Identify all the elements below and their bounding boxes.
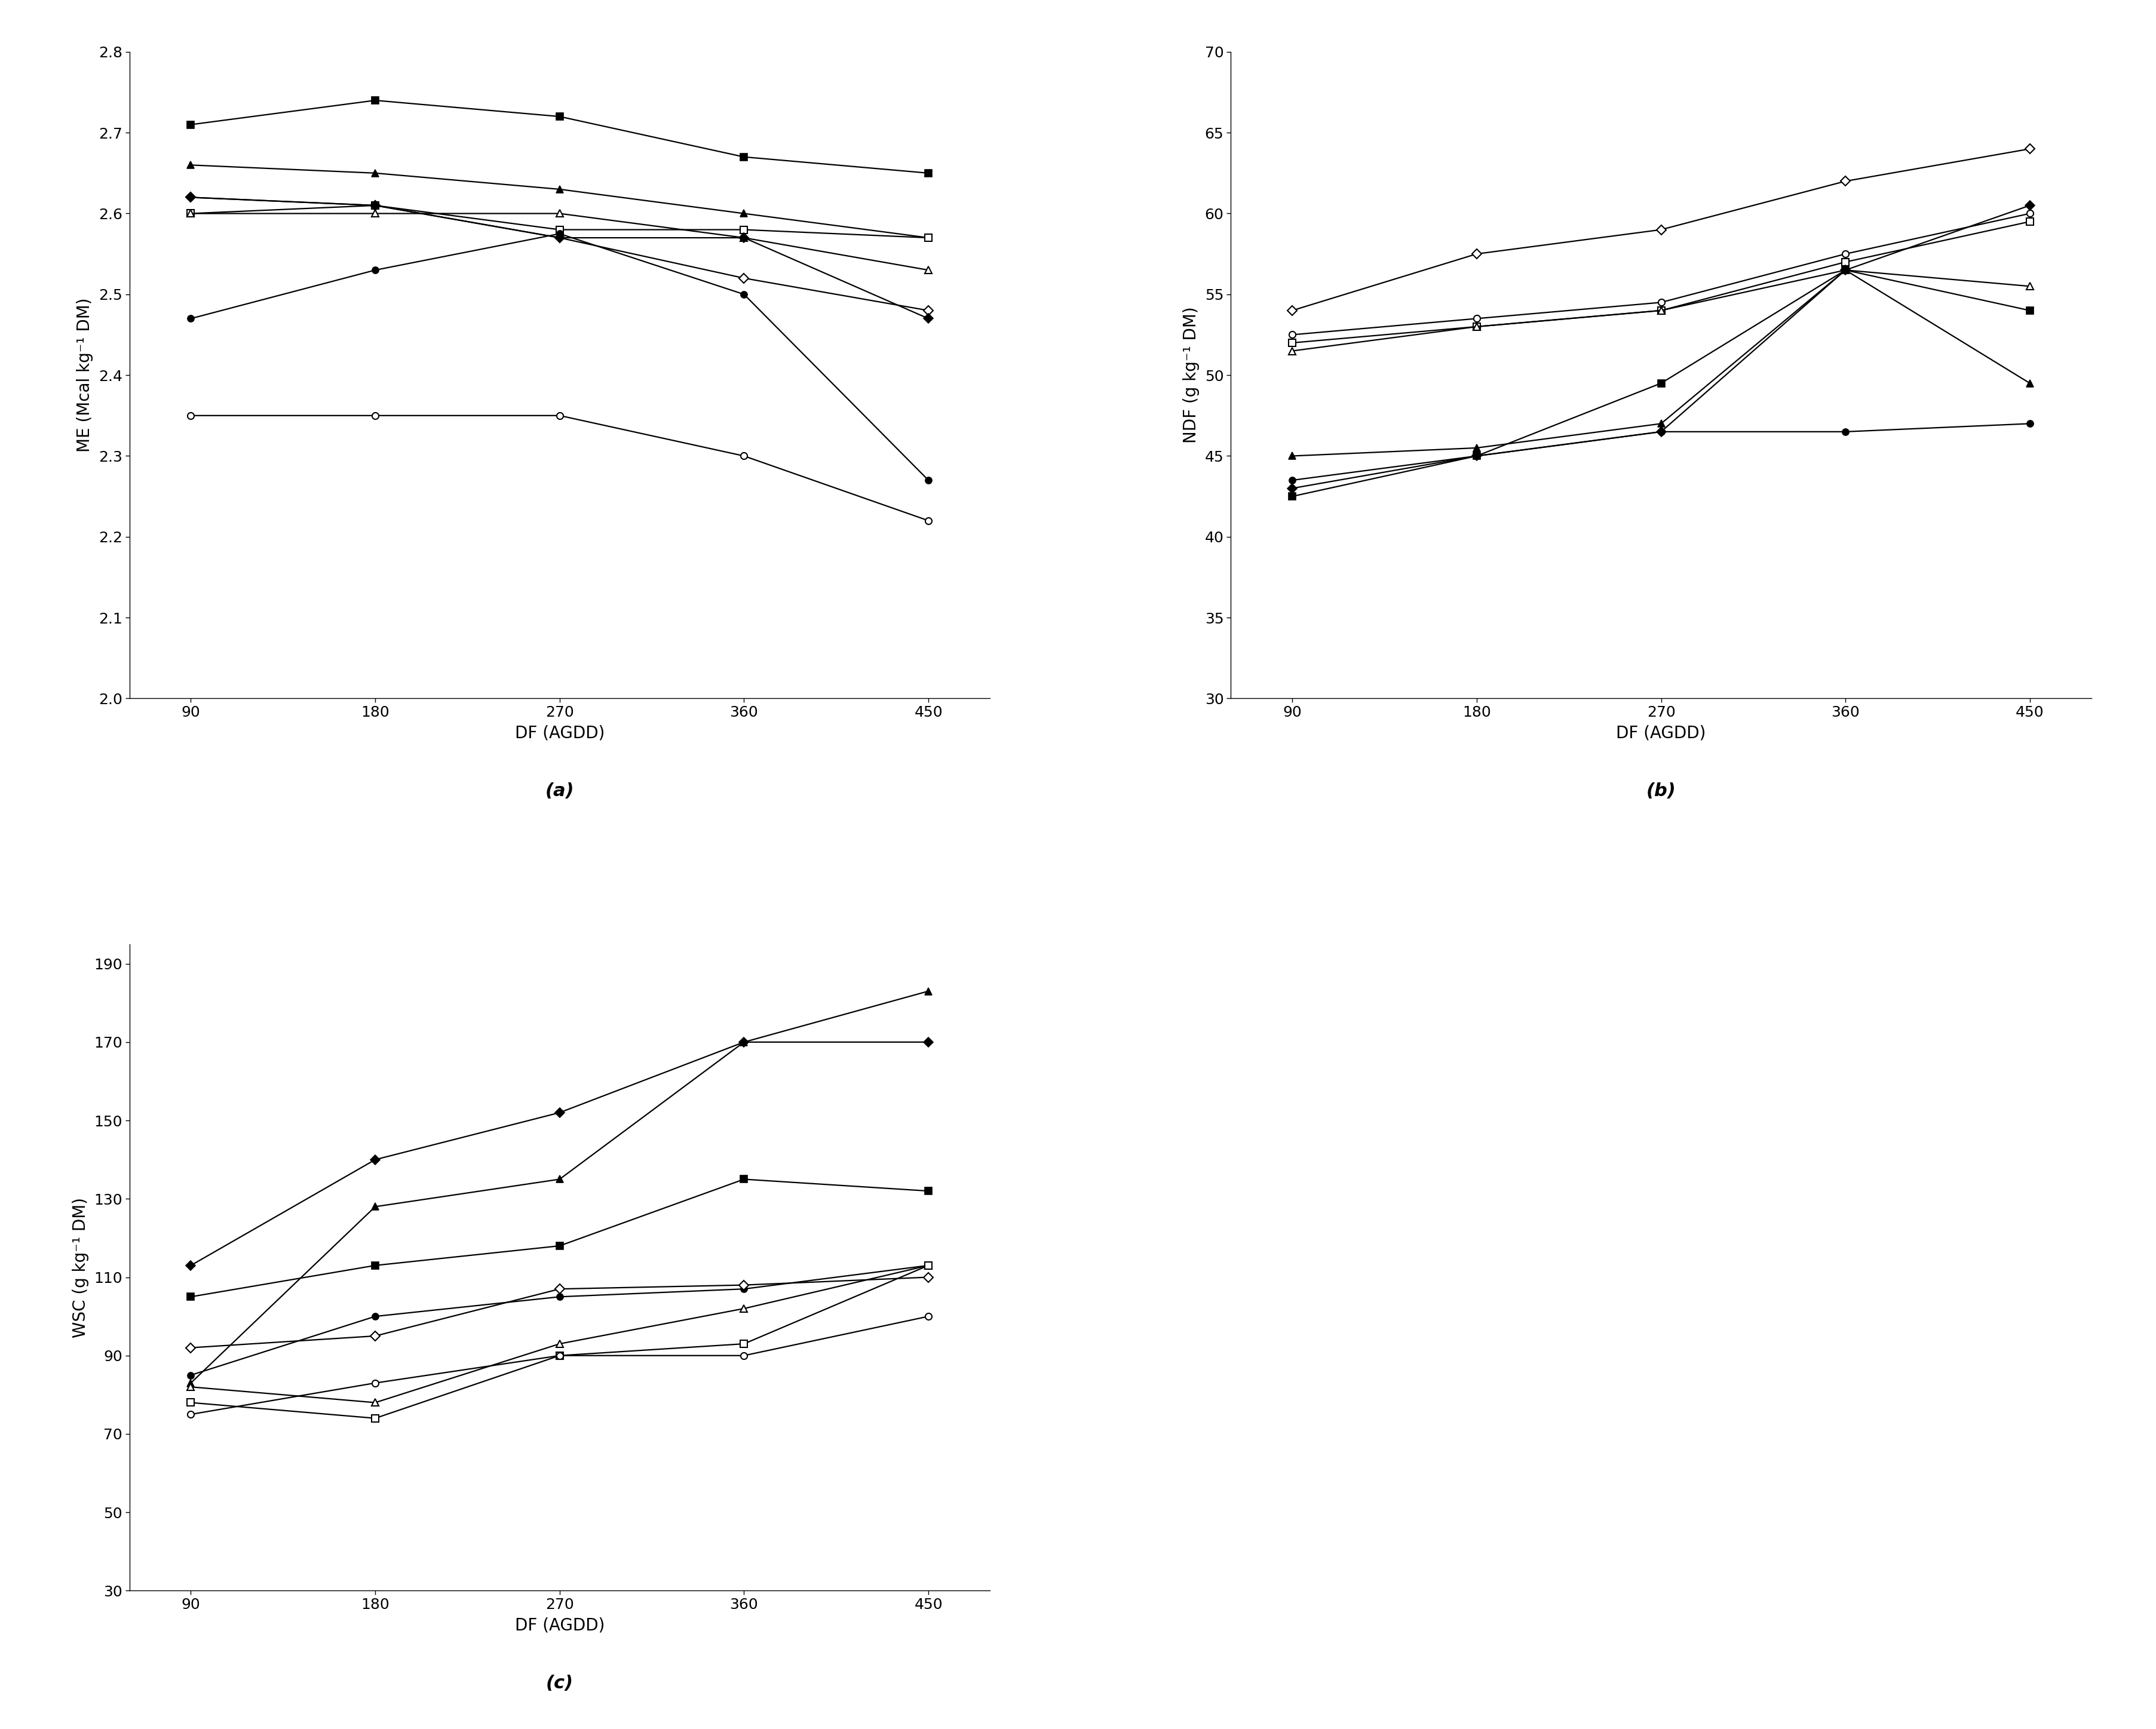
Text: (c): (c) [545, 1675, 573, 1693]
Y-axis label: NDF (g kg⁻¹ DM): NDF (g kg⁻¹ DM) [1184, 306, 1199, 443]
Text: (b): (b) [1647, 783, 1675, 801]
Text: (a): (a) [545, 783, 573, 801]
X-axis label: DF (AGDD): DF (AGDD) [515, 1617, 604, 1634]
Y-axis label: WSC (g kg⁻¹ DM): WSC (g kg⁻¹ DM) [71, 1196, 88, 1338]
X-axis label: DF (AGDD): DF (AGDD) [515, 724, 604, 742]
Y-axis label: ME (Mcal kg⁻¹ DM): ME (Mcal kg⁻¹ DM) [78, 297, 93, 453]
X-axis label: DF (AGDD): DF (AGDD) [1617, 724, 1705, 742]
